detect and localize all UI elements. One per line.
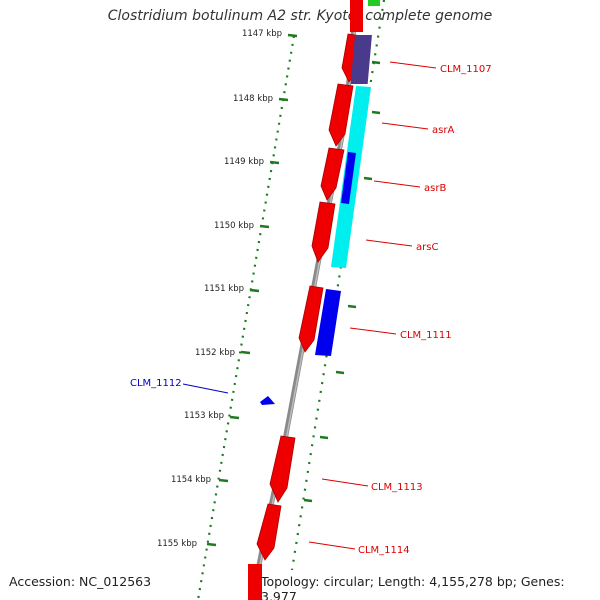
ruler-tick (240, 350, 251, 355)
ruler-ticks: 1147 kbp 1148 kbp 1149 kbp 1150 kbp 1151… (157, 29, 298, 549)
gene-arsc-red[interactable] (311, 201, 336, 263)
ruler-tick-label: 1148 kbp (233, 94, 273, 104)
ruler-tick (278, 97, 289, 102)
gene-label[interactable]: CLM_1113 (371, 482, 423, 493)
ruler-tick-label: 1152 kbp (195, 348, 235, 358)
gene-asrb-blue[interactable] (341, 152, 356, 204)
ruler-tick-label: 1151 kbp (204, 284, 244, 294)
gene-asrb-red[interactable] (320, 147, 345, 201)
ruler-tick-label: 1147 kbp (242, 29, 282, 39)
gene-label[interactable]: asrB (424, 183, 446, 194)
gene-clm1112-blue[interactable] (260, 396, 275, 405)
gene-callout-lines (182, 61, 437, 550)
genome-stats-text: Topology: circular; Length: 4,155,278 bp… (261, 574, 565, 600)
gene-partial-bottom-red[interactable] (248, 564, 262, 600)
ruler-tick (218, 478, 229, 483)
map-title: Clostridium botulinum A2 str. Kyoto, com… (107, 8, 493, 24)
ruler-tick (259, 224, 270, 229)
gene-labels: CLM_1107 asrA asrB arsC CLM_1111 CLM_111… (130, 64, 492, 556)
outer-dotted-guide (290, 0, 386, 571)
ruler-tick-label: 1153 kbp (184, 411, 224, 421)
gene-clm1111-blue[interactable] (315, 289, 341, 356)
ruler-tick (249, 288, 260, 293)
ruler-tick-label: 1150 kbp (214, 221, 254, 231)
gene-clm1114-red[interactable] (256, 503, 282, 561)
gene-clm1111-red[interactable] (298, 285, 324, 353)
accession-text: Accession: NC_012563 (9, 574, 152, 589)
outer-track-dashes (303, 60, 381, 503)
gene-label[interactable]: arsC (416, 242, 438, 253)
ruler-tick (206, 542, 217, 547)
gene-label[interactable]: asrA (432, 125, 454, 136)
ruler-tick (229, 415, 240, 420)
ruler-tick-label: 1149 kbp (224, 157, 264, 167)
gene-label[interactable]: CLM_1114 (358, 545, 410, 556)
gene-partial-top-red[interactable] (350, 0, 363, 32)
gene-clm1113-red[interactable] (269, 435, 296, 503)
ruler-tick (269, 160, 280, 165)
gene-label[interactable]: CLM_1112 (130, 378, 182, 389)
gene-asra-red[interactable] (328, 83, 354, 147)
ruler-tick-label: 1155 kbp (157, 539, 197, 549)
ruler-tick-label: 1154 kbp (171, 475, 211, 485)
gene-partial-top-green[interactable] (368, 0, 380, 6)
gene-clm1107-navy[interactable] (350, 35, 372, 84)
gene-label[interactable]: CLM_1111 (400, 330, 452, 341)
gene-label[interactable]: CLM_1107 (440, 64, 492, 75)
ruler-tick (287, 33, 298, 38)
